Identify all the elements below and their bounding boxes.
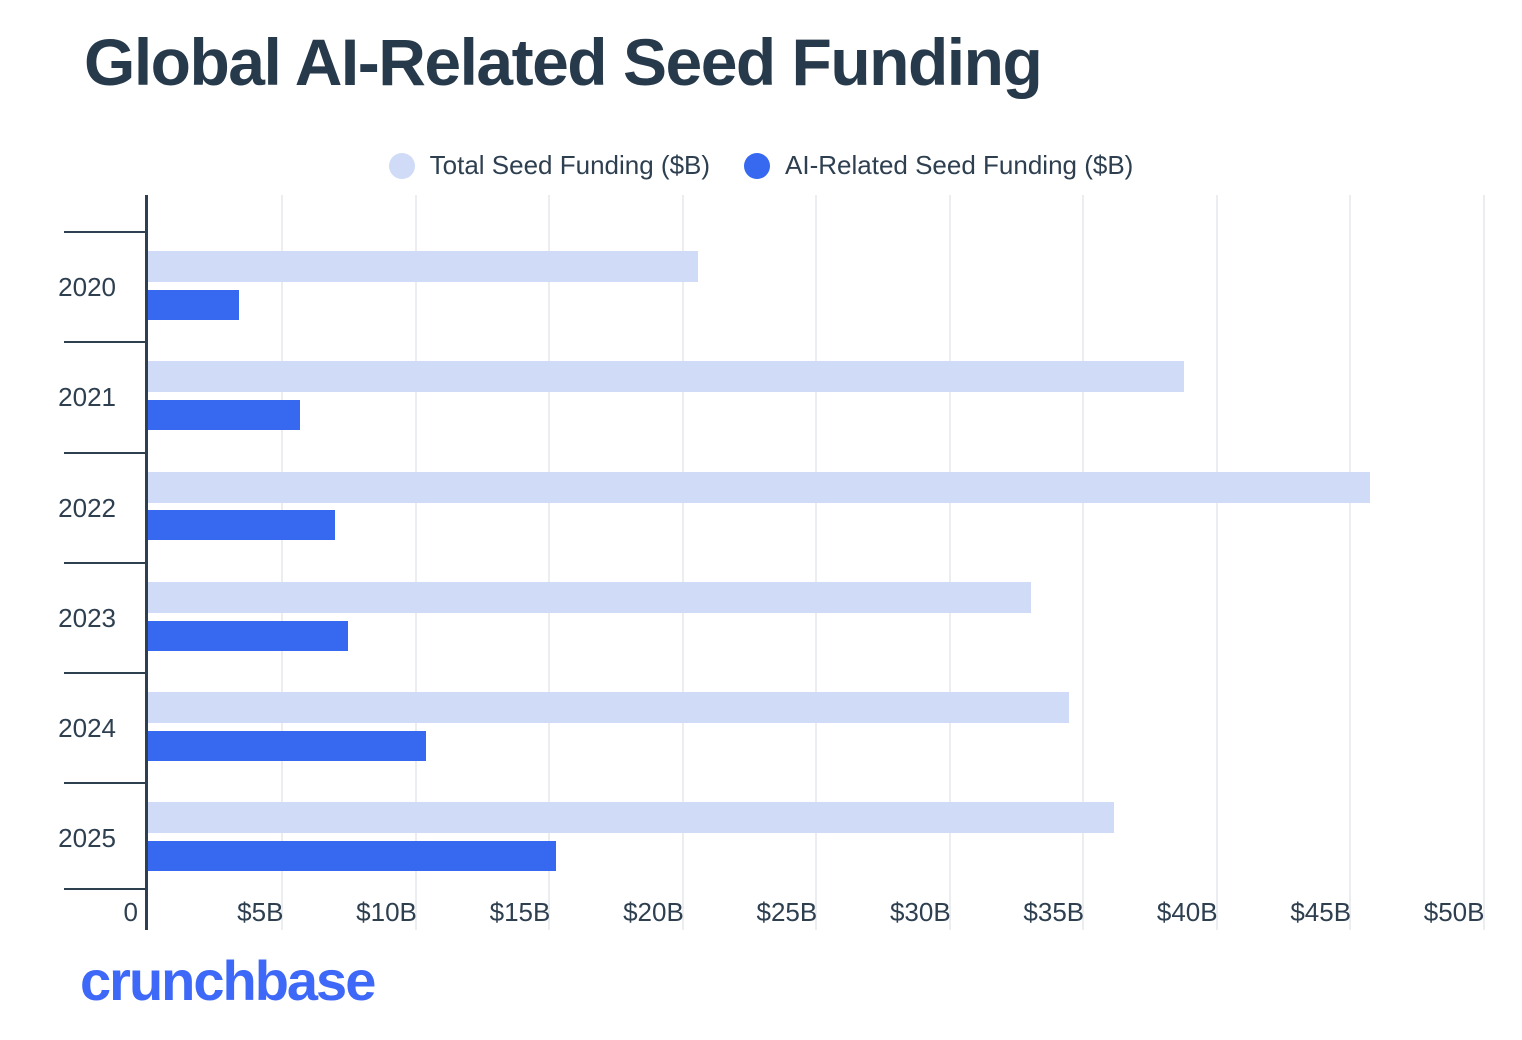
- x-axis-label-45b: $45B: [1290, 897, 1352, 927]
- x-axis-label-40b: $40B: [1156, 897, 1218, 927]
- bar-ai-2023: [148, 620, 349, 651]
- gridline-50b: [1482, 195, 1485, 930]
- bar-total-2024: [148, 692, 1069, 723]
- gridline-25b: [815, 195, 818, 930]
- bar-total-2020: [148, 251, 698, 282]
- gridline-5b: [281, 195, 284, 930]
- x-axis-label-25b: $25B: [756, 897, 818, 927]
- legend-label-total: Total Seed Funding ($B): [429, 150, 711, 180]
- legend: Total Seed Funding ($B) AI-Related Seed …: [0, 150, 1522, 181]
- legend-item-ai: AI-Related Seed Funding ($B): [744, 150, 1133, 181]
- gridline-10b: [414, 195, 417, 930]
- y-axis-label-2025: 2025: [58, 823, 116, 853]
- legend-dot-total-icon: [388, 152, 415, 179]
- y-axis-tick-2: [64, 451, 148, 454]
- bar-ai-2020: [148, 289, 239, 320]
- bar-ai-2021: [148, 399, 301, 430]
- x-axis-label-30b: $30B: [889, 897, 951, 927]
- gridline-30b: [948, 195, 951, 930]
- legend-label-ai: AI-Related Seed Funding ($B): [785, 150, 1134, 180]
- gridline-15b: [548, 195, 551, 930]
- legend-item-total: Total Seed Funding ($B): [388, 150, 711, 181]
- y-axis-tick-1: [64, 341, 148, 343]
- crunchbase-logo: crunchbase: [80, 949, 376, 1012]
- y-axis-label-2024: 2024: [58, 713, 116, 743]
- x-axis-label-20b: $20B: [623, 897, 684, 927]
- plot-area: [145, 195, 1512, 930]
- y-axis-label-2022: 2022: [58, 492, 116, 523]
- y-axis-label-2023: 2023: [58, 603, 116, 633]
- bar-total-2022: [148, 471, 1371, 503]
- y-axis-label-2021: 2021: [58, 382, 116, 412]
- chart-title: Global AI-Related Seed Funding: [84, 25, 1043, 99]
- y-axis-tick-4: [64, 672, 148, 674]
- bar-ai-2025: [148, 840, 557, 871]
- bar-ai-2024: [148, 730, 426, 761]
- x-axis-label-5b: $5B: [237, 897, 284, 927]
- x-axis-label-15b: $15B: [489, 897, 551, 927]
- y-axis-label-2020: 2020: [58, 272, 116, 302]
- gridline-45b: [1349, 195, 1352, 930]
- legend-dot-ai-icon: [744, 152, 771, 179]
- bar-total-2025: [148, 802, 1115, 833]
- bar-total-2021: [148, 361, 1184, 392]
- bar-ai-2022: [148, 510, 335, 540]
- gridline-20b: [681, 195, 684, 930]
- x-axis-label-0: 0: [123, 897, 138, 927]
- gridline-40b: [1215, 195, 1218, 930]
- gridline-35b: [1082, 195, 1085, 930]
- y-axis-tick-3: [64, 562, 148, 564]
- x-axis-label-35b: $35B: [1023, 897, 1085, 927]
- y-axis-tick-6: [64, 888, 148, 890]
- y-axis-tick-5: [64, 782, 148, 784]
- bar-total-2023: [148, 582, 1032, 613]
- y-axis-tick-0: [64, 231, 148, 233]
- x-axis-label-50b: $50B: [1423, 897, 1485, 927]
- x-axis-label-10b: $10B: [356, 897, 417, 927]
